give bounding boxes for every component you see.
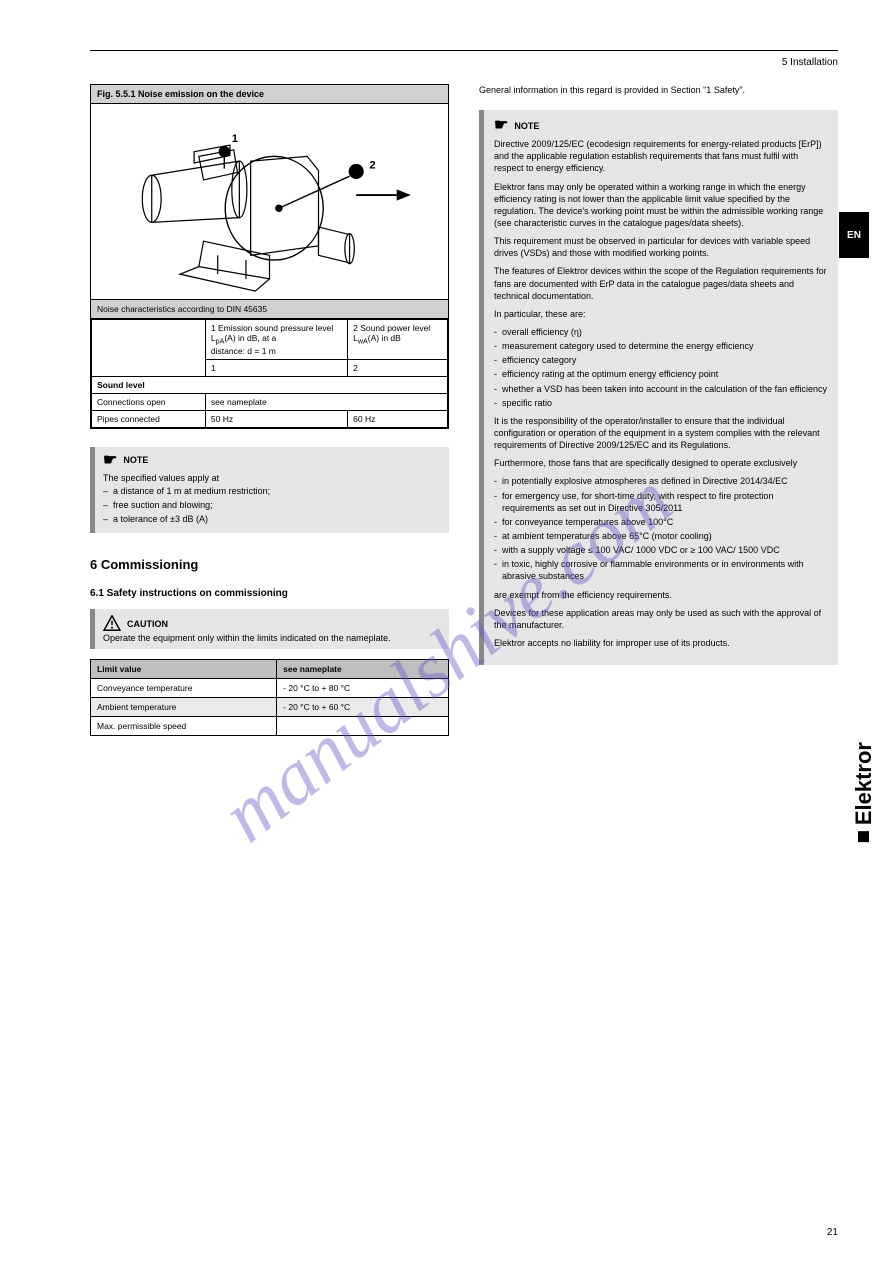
figure-box: Fig. 5.5.1 Noise emission on the device [90,84,449,429]
spec-cell: 50 Hz [205,410,347,427]
spec-section-header: Sound level [92,376,448,393]
spec-cell: Connections open [92,393,206,410]
section-6-1-title: 6.1 Safety instructions on commissioning [90,588,449,599]
note-para: are exempt from the efficiency requireme… [494,589,828,601]
spec-cell: see nameplate [205,393,447,410]
note-line: The specified values apply at [103,473,441,485]
note-para: Elektror fans may only be operated withi… [494,181,828,230]
limits-cell [277,717,449,736]
dash-item: whether a VSD has been taken into accoun… [502,383,827,395]
brand-vertical: Elektror [851,742,877,842]
limits-cell: Ambient temperature [91,698,277,717]
note-body: ☛ NOTE Directive 2009/125/EC (ecodesign … [484,110,838,665]
left-column: Fig. 5.5.1 Noise emission on the device [90,84,449,736]
warning-triangle-icon [103,615,121,633]
note-item: a tolerance of ±3 dB (A) [113,514,208,526]
limits-col-header: Limit value [91,660,277,679]
limits-cell: - 20 °C to + 60 °C [277,698,449,717]
dash-item: for conveyance temperatures above 100°C [502,516,673,528]
note-body: ☛ NOTE The specified values apply at –a … [95,447,449,534]
dash-list-1: -overall efficiency (η) -measurement cat… [494,326,828,409]
spec-cell: 1 Emission sound pressure level LpA(A) i… [205,320,347,360]
caution-block: CAUTION Operate the equipment only withi… [90,609,449,649]
dash-item: for emergency use, for short-time duty, … [502,490,828,514]
caution-title: CAUTION [127,619,168,629]
limits-table: Limit value see nameplate Conveyance tem… [90,659,449,736]
note-para: Furthermore, those fans that are specifi… [494,457,828,469]
brand-square-icon [859,831,870,842]
hand-point-icon: ☛ [103,453,117,469]
caution-text: Operate the equipment only within the li… [103,633,441,643]
note-item: a distance of 1 m at medium restriction; [113,486,270,498]
figure-caption: Noise characteristics according to DIN 4… [91,299,448,319]
note-para: This requirement must be observed in par… [494,235,828,259]
fan-diagram-icon: 1 2 [97,114,442,293]
language-tab: EN [839,212,869,258]
limits-cell: - 20 °C to + 80 °C [277,679,449,698]
spec-cell: 2 [348,359,448,376]
dash-item: specific ratio [502,397,552,409]
page-number: 21 [827,1227,838,1238]
dash-item: at ambient temperatures above 65°C (moto… [502,530,712,542]
dash-item: overall efficiency (η) [502,326,582,338]
callout-1-label: 1 [232,133,238,145]
limits-cell: Max. permissible speed [91,717,277,736]
note-para: Devices for these application areas may … [494,607,828,631]
note-header: ☛ NOTE [494,118,828,134]
note-para: Elektror accepts no liability for improp… [494,637,828,649]
brand-text: Elektror [851,742,877,825]
note-para: Directive 2009/125/EC (ecodesign require… [494,138,828,174]
right-column: General information in this regard is pr… [479,84,838,736]
dash-list-2: -in potentially explosive atmospheres as… [494,475,828,582]
caution-header: CAUTION [103,615,441,633]
section-6-title: 6 Commissioning [90,557,449,572]
hand-point-icon: ☛ [494,118,508,134]
figure-title: Fig. 5.5.1 Noise emission on the device [91,85,448,104]
limits-col-header: see nameplate [277,660,449,679]
dash-item: measurement category used to determine t… [502,340,753,352]
note-list: –a distance of 1 m at medium restriction… [103,486,441,525]
limits-cell: Conveyance temperature [91,679,277,698]
note-block-1: ☛ NOTE The specified values apply at –a … [90,447,449,534]
dash-item: efficiency rating at the optimum energy … [502,368,718,380]
dash-item: in potentially explosive atmospheres as … [502,475,788,487]
note-title: NOTE [123,455,148,467]
note-item: free suction and blowing; [113,500,213,512]
intro-para: General information in this regard is pr… [479,84,838,96]
dash-item: in toxic, highly corrosive or flammable … [502,558,828,582]
note-para: It is the responsibility of the operator… [494,415,828,451]
dash-item: efficiency category [502,354,576,366]
spec-cell: 2 Sound power level LwA(A) in dB [348,320,448,360]
note-para: The features of Elektror devices within … [494,265,828,301]
spec-cell: 60 Hz [348,410,448,427]
spec-cell: 1 [205,359,347,376]
callout-2-label: 2 [369,160,375,172]
caution-body: CAUTION Operate the equipment only withi… [95,609,449,649]
figure-image: 1 2 [91,104,448,299]
running-header: 5 Installation [90,57,838,68]
note-para: In particular, these are: [494,308,828,320]
spec-cell: Pipes connected [92,410,206,427]
note-header: ☛ NOTE [103,453,441,469]
note-title: NOTE [514,120,539,132]
dash-item: with a supply voltage ≤ 100 VAC/ 1000 VD… [502,544,780,556]
spec-table: 1 Emission sound pressure level LpA(A) i… [91,319,448,428]
page: 5 Installation Fig. 5.5.1 Noise emission… [0,0,893,1263]
two-column-layout: Fig. 5.5.1 Noise emission on the device [90,84,838,736]
big-note-block: ☛ NOTE Directive 2009/125/EC (ecodesign … [479,110,838,665]
top-rule [90,50,838,51]
